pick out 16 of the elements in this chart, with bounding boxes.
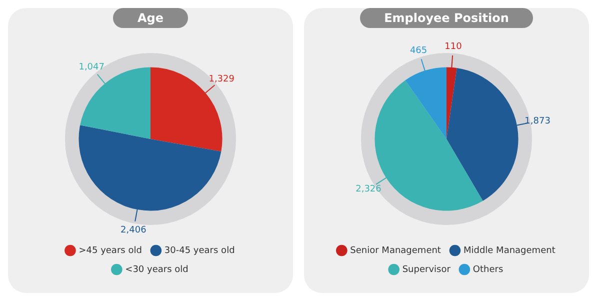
data-label: 1,329: [208, 74, 235, 85]
chart-title: Employee Position: [360, 8, 533, 28]
legend-label: Senior Management: [350, 246, 442, 256]
data-label: 1,047: [78, 62, 104, 73]
legend-label: Middle Management: [463, 246, 556, 256]
legend-label: 30-45 years old: [164, 246, 235, 256]
chart-title: Age: [113, 8, 188, 28]
data-label: 2,406: [120, 226, 147, 236]
legend-label: <30 years old: [125, 264, 188, 275]
legend-label: Others: [472, 264, 504, 275]
legend-label: Supervisor: [402, 264, 451, 275]
legend-label: >45 years old: [78, 246, 142, 256]
data-label: 110: [444, 42, 462, 52]
data-label: 465: [410, 46, 428, 56]
data-label: 2,326: [356, 184, 382, 195]
data-label: 1,873: [524, 116, 550, 127]
